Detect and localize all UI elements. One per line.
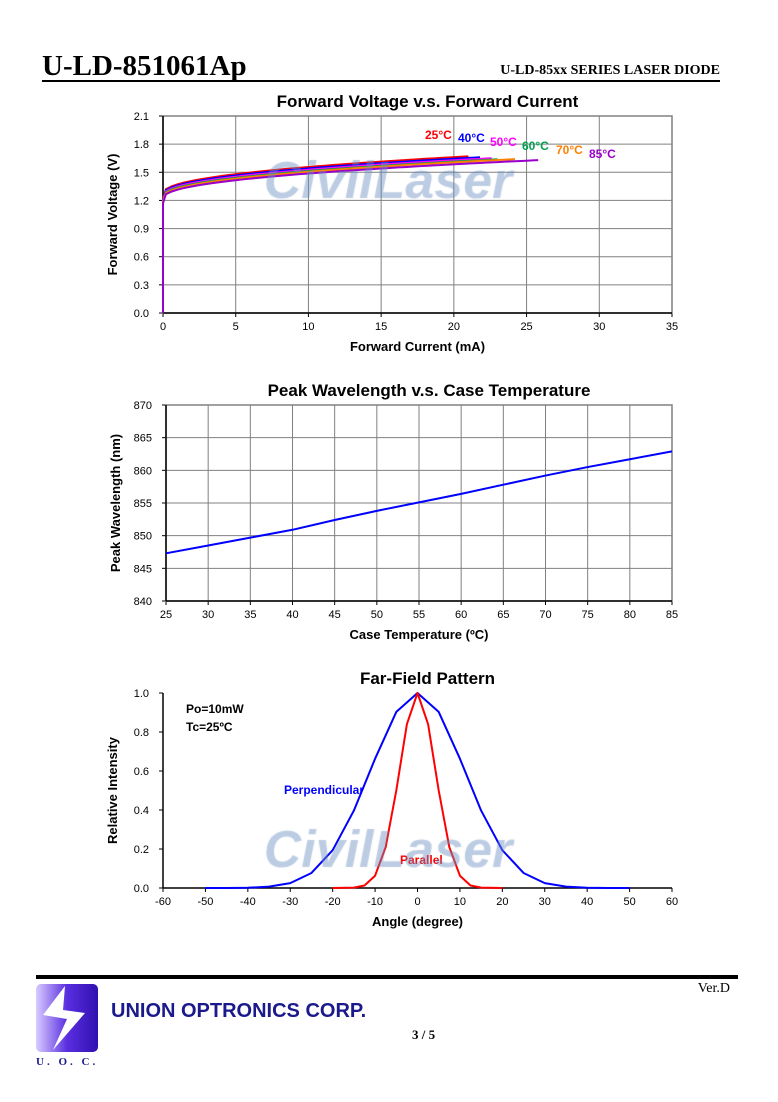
x-tick-label: 50 bbox=[371, 609, 383, 621]
x-tick-label: -20 bbox=[325, 896, 341, 908]
y-tick-label: 1.2 bbox=[134, 195, 149, 207]
plot-frame bbox=[162, 115, 673, 314]
x-tick-label: -60 bbox=[155, 896, 171, 908]
x-tick-label: 10 bbox=[454, 896, 466, 908]
legend-label: 25°C bbox=[425, 128, 452, 142]
y-tick-label: 865 bbox=[134, 433, 152, 445]
x-tick-label: 30 bbox=[539, 896, 551, 908]
x-tick-label: 25 bbox=[160, 609, 172, 621]
series-label-perpendicular: Perpendicular bbox=[284, 783, 364, 797]
x-tick-label: 50 bbox=[623, 896, 635, 908]
x-tick-label: 70 bbox=[539, 609, 551, 621]
y-tick-label: 0.6 bbox=[134, 766, 149, 778]
fv-curve-85c bbox=[162, 159, 539, 313]
y-tick-label: 840 bbox=[134, 596, 152, 608]
x-tick-label: 40 bbox=[581, 896, 593, 908]
x-tick-label: 25 bbox=[520, 321, 532, 333]
y-tick-label: 1.0 bbox=[134, 688, 149, 700]
far-field-chart: Far-Field Pattern -60 -50 -40 -30 -20 -10 0 10 20… bbox=[105, 669, 678, 929]
x-tick-label: 30 bbox=[202, 609, 214, 621]
y-tick-label: 0.8 bbox=[134, 727, 149, 739]
x-tick-label: 5 bbox=[233, 321, 239, 333]
logo-caption: U. O. C. bbox=[36, 1056, 99, 1068]
x-tick-label: -50 bbox=[197, 896, 213, 908]
x-tick-label: 40 bbox=[286, 609, 298, 621]
series-line bbox=[165, 450, 673, 555]
x-tick-label: 55 bbox=[413, 609, 425, 621]
x-tick-label: 45 bbox=[329, 609, 341, 621]
x-tick-label: 75 bbox=[582, 609, 594, 621]
x-tick-label: 0 bbox=[414, 896, 420, 908]
legend-label: 85°C bbox=[589, 147, 616, 161]
legend-label: 40°C bbox=[458, 131, 485, 145]
x-axis-label: Angle (degree) bbox=[372, 914, 463, 929]
x-tick-label: 60 bbox=[455, 609, 467, 621]
y-tick-label: 1.5 bbox=[134, 167, 149, 179]
uoc-logo-icon bbox=[36, 984, 98, 1052]
x-axis-label: Forward Current (mA) bbox=[350, 339, 485, 354]
footer-divider bbox=[36, 975, 738, 979]
annotation-power: Po=10mW bbox=[186, 702, 244, 716]
company-name: UNION OPTRONICS CORP. bbox=[111, 1000, 367, 1022]
chart-title: Peak Wavelength v.s. Case Temperature bbox=[268, 381, 591, 400]
x-tick-label: -40 bbox=[240, 896, 256, 908]
y-tick-label: 1.8 bbox=[134, 139, 149, 151]
x-tick-label: 35 bbox=[244, 609, 256, 621]
forward-voltage-chart: Forward Voltage v.s. Forward Current 0 5 10… bbox=[105, 92, 678, 354]
x-tick-label: 20 bbox=[448, 321, 460, 333]
legend-label: 60°C bbox=[522, 139, 549, 153]
page-number: 3 / 5 bbox=[412, 1027, 436, 1042]
y-tick-label: 0.9 bbox=[134, 224, 149, 236]
x-tick-label: -30 bbox=[282, 896, 298, 908]
y-tick-label: 0.0 bbox=[134, 883, 149, 895]
series-subtitle: U-LD-85xx SERIES LASER DIODE bbox=[500, 63, 720, 78]
y-axis-label: Peak Wavelength (nm) bbox=[108, 434, 123, 572]
legend-label: 50°C bbox=[490, 135, 517, 149]
x-tick-label: -10 bbox=[367, 896, 383, 908]
x-tick-label: 20 bbox=[496, 896, 508, 908]
x-tick-label: 85 bbox=[666, 609, 678, 621]
y-tick-label: 0.2 bbox=[134, 844, 149, 856]
y-tick-label: 855 bbox=[134, 498, 152, 510]
y-axis-label: Forward Voltage (V) bbox=[105, 154, 120, 276]
x-tick-label: 60 bbox=[666, 896, 678, 908]
y-tick-label: 2.1 bbox=[134, 111, 149, 123]
x-tick-label: 30 bbox=[593, 321, 605, 333]
annotation-temp: Tc=25ºC bbox=[186, 720, 233, 734]
y-tick-label: 0.4 bbox=[134, 805, 149, 817]
chart-title: Far-Field Pattern bbox=[360, 669, 495, 688]
y-tick-label: 860 bbox=[134, 465, 152, 477]
y-tick-label: 0.3 bbox=[134, 280, 149, 292]
y-axis-label: Relative Intensity bbox=[105, 736, 120, 844]
x-tick-label: 80 bbox=[624, 609, 636, 621]
part-number-title: U-LD-851061Ap bbox=[42, 50, 247, 82]
x-axis-label: Case Temperature (ºC) bbox=[350, 627, 489, 642]
header-divider bbox=[42, 80, 720, 82]
x-tick-label: 35 bbox=[666, 321, 678, 333]
chart-title: Forward Voltage v.s. Forward Current bbox=[277, 92, 579, 111]
x-tick-label: 15 bbox=[375, 321, 387, 333]
y-tick-label: 850 bbox=[134, 531, 152, 543]
x-tick-label: 10 bbox=[302, 321, 314, 333]
peak-wavelength-chart: Peak Wavelength v.s. Case Temperature 25 3… bbox=[108, 381, 678, 642]
series-label-parallel: Parallel bbox=[400, 853, 443, 867]
version-label: Ver.D bbox=[697, 981, 730, 996]
y-tick-label: 870 bbox=[134, 400, 152, 412]
y-tick-label: 0.6 bbox=[134, 252, 149, 264]
y-tick-label: 0.0 bbox=[134, 308, 149, 320]
legend-label: 70°C bbox=[556, 143, 583, 157]
y-tick-label: 845 bbox=[134, 563, 152, 575]
x-tick-label: 0 bbox=[160, 321, 166, 333]
x-tick-label: 65 bbox=[497, 609, 509, 621]
